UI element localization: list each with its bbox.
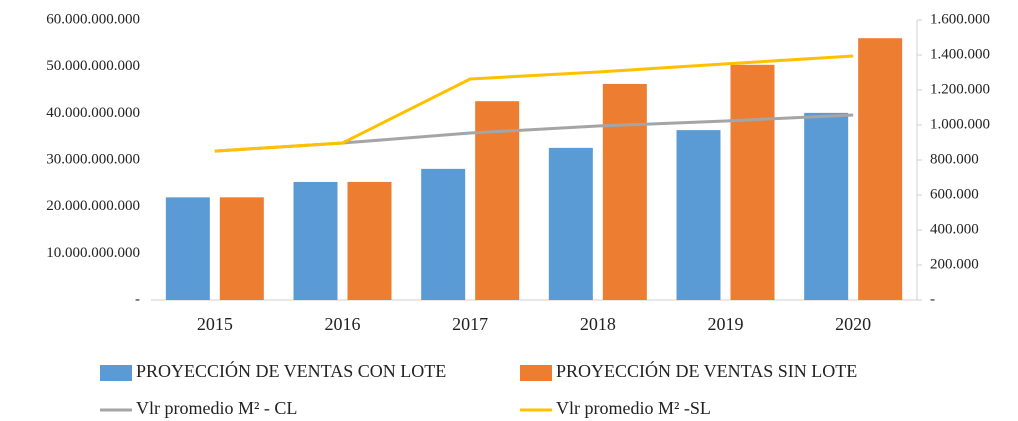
x-tick-label: 2018 bbox=[580, 314, 616, 334]
y2-tick-label: 600.000 bbox=[930, 186, 979, 202]
bar bbox=[730, 64, 775, 300]
y2-tick-label: 1.600.000 bbox=[930, 11, 990, 27]
y2-tick-label: 800.000 bbox=[930, 151, 979, 167]
y-tick-label: - bbox=[135, 291, 140, 307]
legend-swatch bbox=[520, 365, 552, 381]
legend-swatch bbox=[100, 365, 132, 381]
bar bbox=[676, 130, 721, 300]
x-tick-label: 2019 bbox=[708, 314, 744, 334]
bar bbox=[165, 197, 210, 300]
y-tick-label: 50.000.000.000 bbox=[46, 58, 140, 74]
legend-label: PROYECCIÓN DE VENTAS CON LOTE bbox=[136, 360, 446, 381]
y-tick-label: 20.000.000.000 bbox=[46, 198, 140, 214]
bar bbox=[804, 112, 849, 300]
legend-label: Vlr promedio M² -SL bbox=[556, 398, 711, 418]
bar bbox=[293, 181, 338, 300]
bar bbox=[475, 101, 520, 300]
y2-tick-label: 1.000.000 bbox=[930, 116, 990, 132]
bar bbox=[858, 38, 903, 300]
legend-label: Vlr promedio M² - CL bbox=[136, 398, 297, 418]
bar bbox=[347, 181, 392, 300]
y2-tick-label: 1.400.000 bbox=[930, 46, 990, 62]
bar bbox=[219, 197, 264, 300]
x-tick-label: 2020 bbox=[835, 314, 871, 334]
line-series bbox=[214, 54, 854, 153]
x-tick-label: 2015 bbox=[197, 314, 233, 334]
bar bbox=[421, 168, 466, 300]
x-tick-label: 2017 bbox=[452, 314, 488, 334]
y2-tick-label: - bbox=[930, 291, 935, 307]
y-tick-label: 30.000.000.000 bbox=[46, 151, 140, 167]
y-tick-label: 40.000.000.000 bbox=[46, 105, 140, 121]
y-tick-label: 10.000.000.000 bbox=[46, 245, 140, 261]
bar bbox=[548, 147, 593, 300]
y2-tick-label: 1.200.000 bbox=[930, 81, 990, 97]
y-tick-label: 60.000.000.000 bbox=[46, 11, 140, 27]
bar bbox=[602, 83, 647, 300]
y2-tick-label: 400.000 bbox=[930, 221, 979, 237]
y2-tick-label: 200.000 bbox=[930, 256, 979, 272]
x-tick-label: 2016 bbox=[325, 314, 361, 334]
legend-label: PROYECCIÓN DE VENTAS SIN LOTE bbox=[556, 360, 857, 381]
